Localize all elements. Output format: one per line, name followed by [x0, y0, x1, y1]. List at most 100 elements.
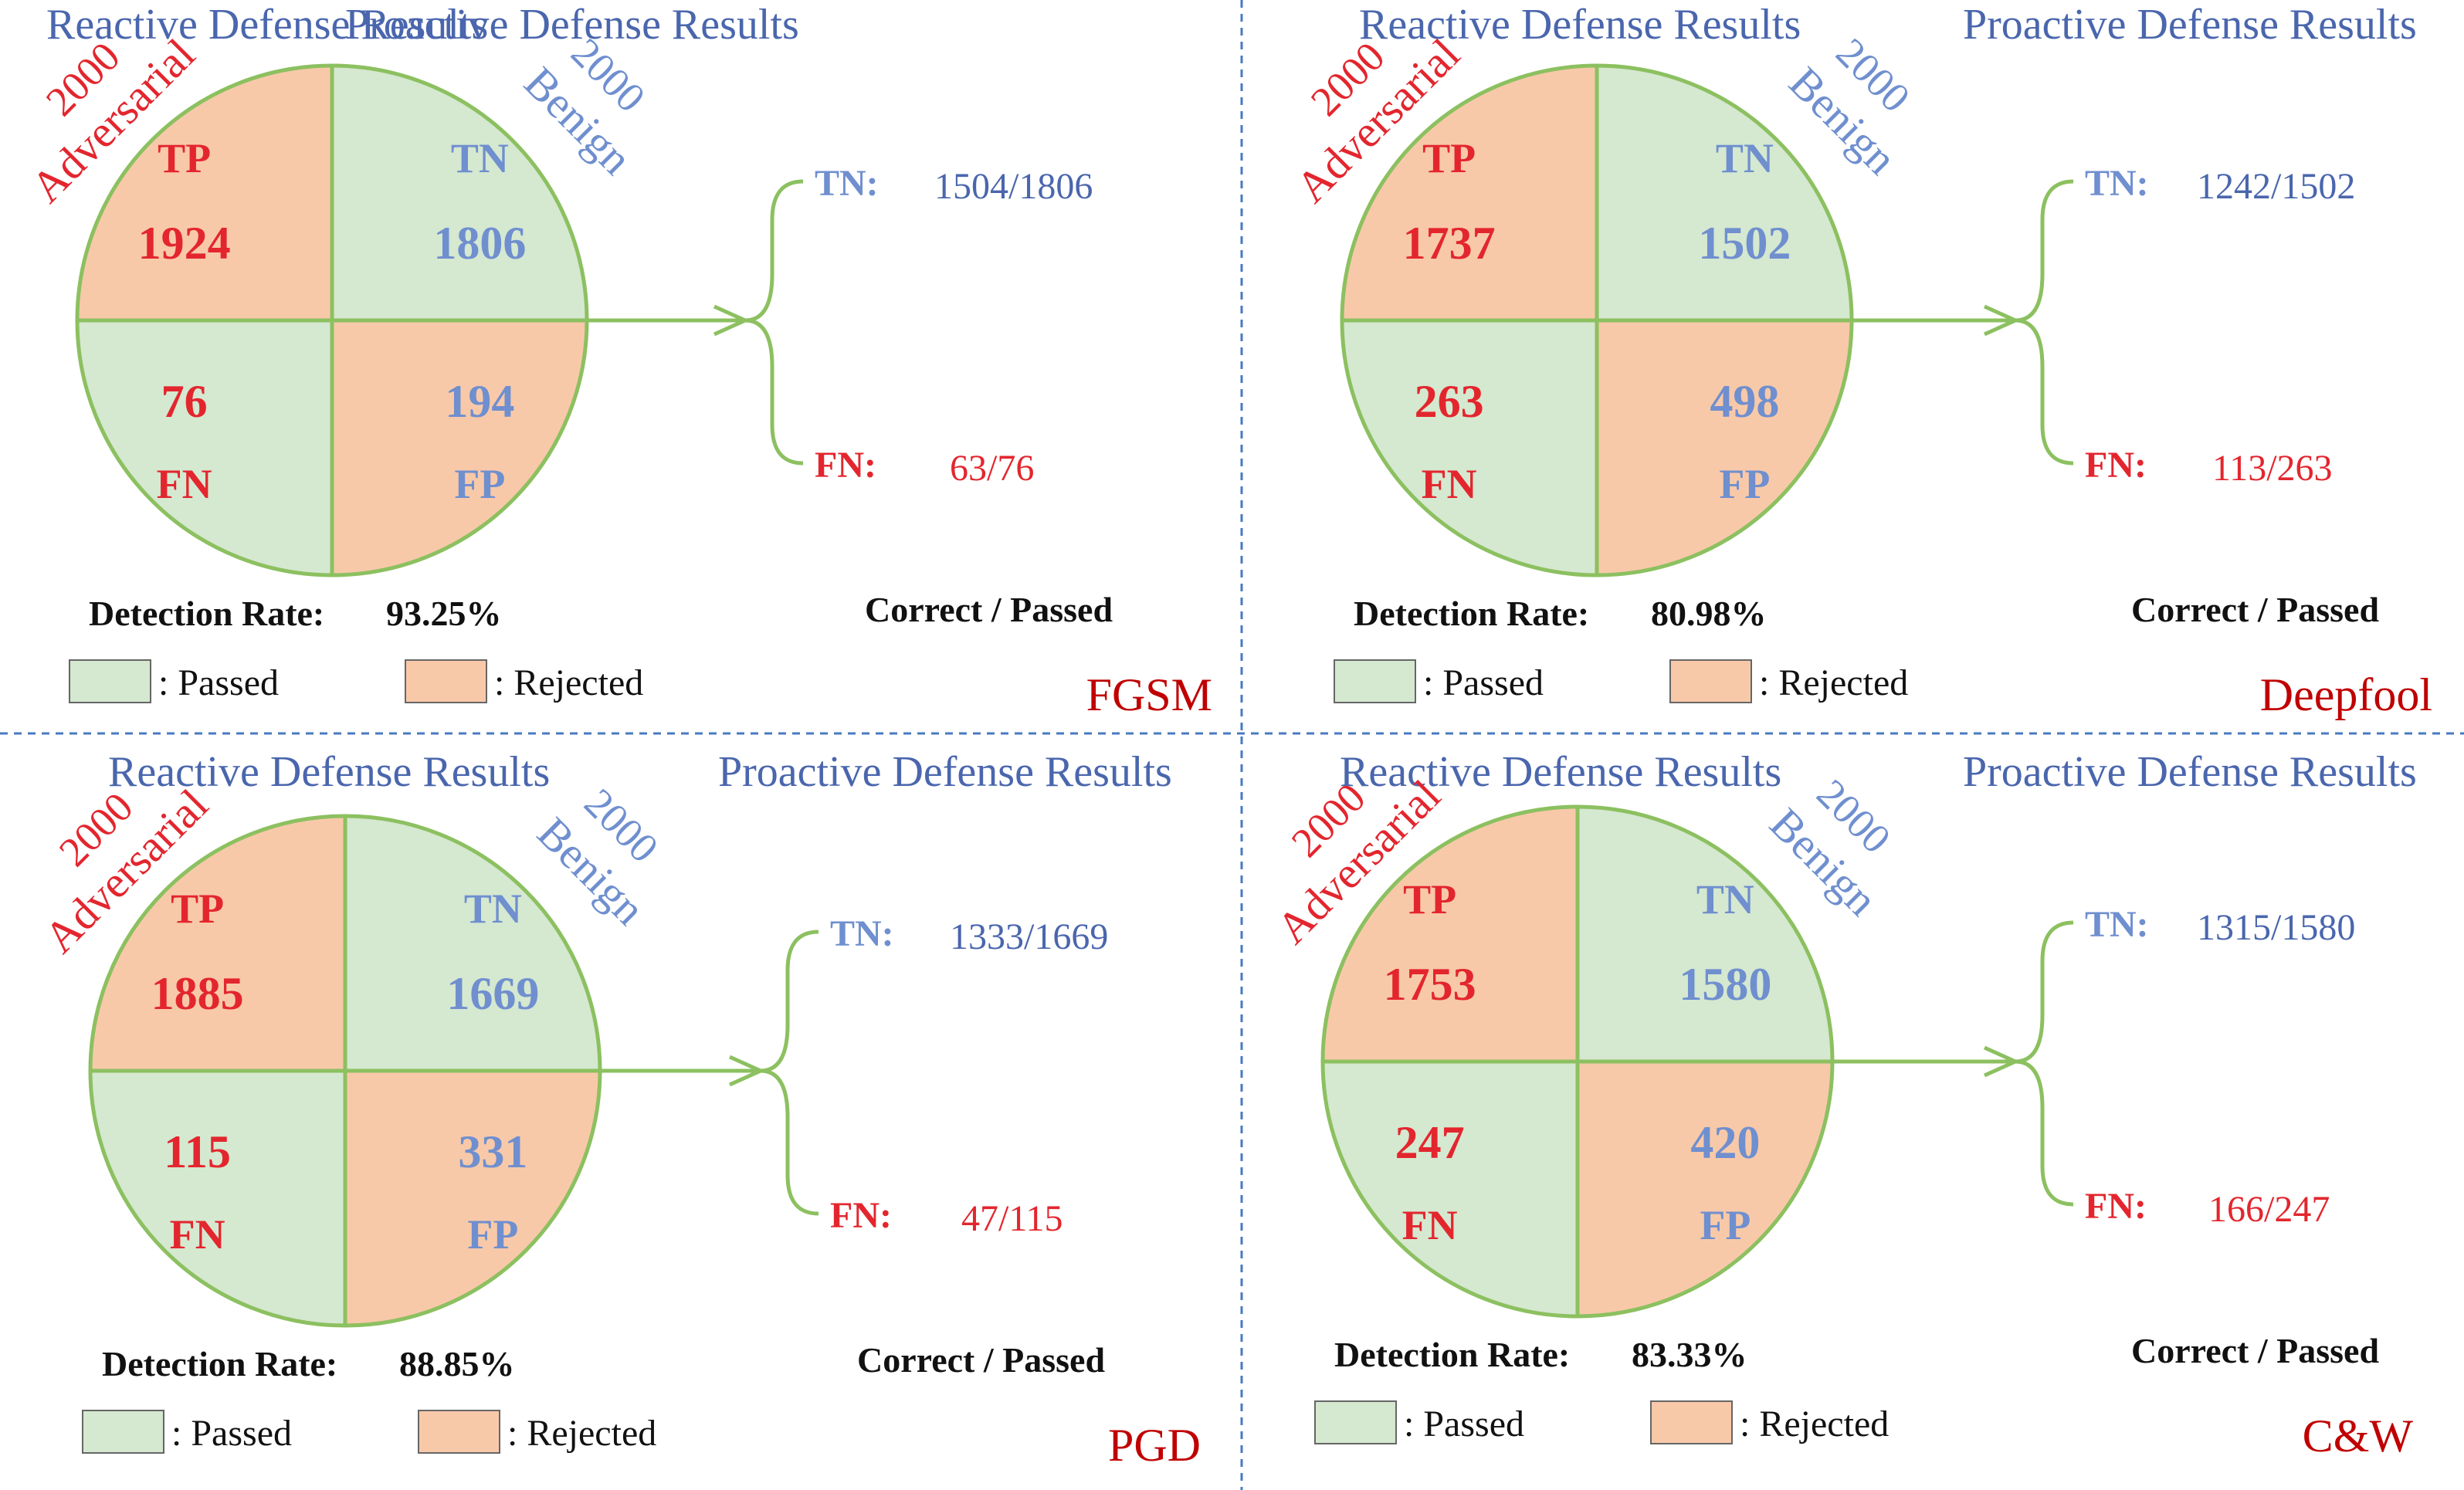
correct-passed-label: Correct / Passed	[2131, 590, 2379, 629]
tp-label: TP	[1422, 135, 1476, 181]
reactive-title: Reactive Defense Results	[108, 748, 550, 796]
fp-quadrant	[1578, 1062, 1832, 1316]
panel-4: Reactive Defense Results Proactive Defens…	[1267, 748, 2417, 1461]
proactive-tn-prefix: TN:	[2085, 163, 2149, 204]
brace-upper	[2015, 920, 2074, 1064]
brace-lower	[760, 1068, 819, 1216]
detection-rate-label: Detection Rate:	[1334, 1335, 1570, 1374]
passed-swatch	[82, 1410, 164, 1454]
proactive-tn-prefix: TN:	[830, 913, 894, 954]
tn-value: 1669	[446, 968, 539, 1019]
correct-passed-label: Correct / Passed	[857, 1340, 1105, 1380]
reactive-title: Reactive Defense Results	[1340, 748, 1781, 796]
passed-swatch	[1334, 659, 1416, 703]
rejected-legend-label: : Rejected	[507, 1413, 656, 1454]
correct-passed-label: Correct / Passed	[2131, 1331, 2379, 1370]
fn-value: 76	[161, 376, 208, 427]
brace-lower	[2015, 318, 2074, 466]
proactive-fn-prefix: FN:	[830, 1195, 892, 1236]
attack-name: PGD	[1108, 1420, 1201, 1471]
tp-quadrant	[1342, 66, 1597, 320]
proactive-fn-prefix: FN:	[2085, 1186, 2147, 1227]
tp-quadrant	[90, 816, 345, 1071]
detection-rate-label: Detection Rate:	[102, 1344, 337, 1383]
tn-value: 1580	[1679, 959, 1771, 1010]
panel-2: Reactive Defense Results Proactive Defens…	[1286, 1, 2432, 720]
passed-swatch	[69, 659, 151, 703]
tp-label: TP	[1403, 876, 1456, 923]
reactive-title: Reactive Defense Results	[46, 1, 488, 49]
tp-value: 1737	[1403, 218, 1496, 269]
proactive-tn-value: 1242/1502	[2197, 166, 2355, 207]
proactive-title: Proactive Defense Results	[345, 1, 799, 49]
fn-quadrant	[1323, 1062, 1578, 1316]
tp-quadrant	[77, 66, 332, 320]
proactive-tn-value: 1315/1580	[2197, 907, 2355, 948]
tp-value: 1924	[138, 218, 231, 269]
attack-name: C&W	[2303, 1410, 2414, 1461]
tp-label: TP	[171, 886, 224, 932]
proactive-tn-prefix: TN:	[2085, 904, 2149, 945]
fp-quadrant	[332, 320, 587, 575]
passed-swatch	[1314, 1400, 1397, 1444]
rejected-swatch	[1650, 1400, 1733, 1444]
tn-label: TN	[1716, 135, 1774, 181]
proactive-tn-value: 1333/1669	[950, 916, 1108, 957]
proactive-fn-value: 113/263	[2212, 448, 2333, 489]
fn-value: 263	[1415, 376, 1484, 427]
fn-quadrant	[90, 1071, 345, 1326]
rejected-swatch	[405, 659, 487, 703]
detection-rate-label: Detection Rate:	[89, 594, 324, 633]
reactive-title: Reactive Defense Results	[1359, 1, 1801, 49]
fn-label: FN	[157, 461, 212, 507]
tp-label: TP	[158, 135, 211, 181]
detection-rate-value: 88.85%	[399, 1344, 515, 1383]
proactive-fn-value: 63/76	[950, 448, 1034, 489]
rejected-swatch	[1669, 659, 1752, 703]
fp-value: 194	[445, 376, 514, 427]
fp-quadrant	[1597, 320, 1852, 575]
correct-passed-label: Correct / Passed	[865, 590, 1113, 629]
fn-label: FN	[1402, 1202, 1458, 1248]
tn-value: 1502	[1698, 218, 1791, 269]
proactive-title: Proactive Defense Results	[1963, 748, 2417, 796]
rejected-legend-label: : Rejected	[1759, 662, 1908, 703]
brace-upper	[2015, 179, 2074, 323]
rejected-swatch	[418, 1410, 500, 1454]
rejected-legend-label: : Rejected	[1740, 1404, 1889, 1444]
tp-value: 1885	[151, 968, 244, 1019]
attack-name: Deepfool	[2260, 669, 2432, 720]
fp-label: FP	[454, 461, 505, 507]
brace-upper	[744, 179, 804, 323]
passed-legend-label: : Passed	[1423, 662, 1544, 703]
tn-label: TN	[451, 135, 509, 181]
brace-lower	[744, 318, 804, 466]
tn-label: TN	[1696, 876, 1754, 923]
proactive-fn-prefix: FN:	[2085, 445, 2147, 486]
attack-name: FGSM	[1086, 669, 1212, 720]
detection-rate-label: Detection Rate:	[1354, 594, 1589, 633]
passed-legend-label: : Passed	[158, 662, 279, 703]
fn-value: 247	[1395, 1117, 1465, 1168]
proactive-title: Proactive Defense Results	[718, 748, 1172, 796]
fp-quadrant	[345, 1071, 600, 1326]
detection-rate-value: 83.33%	[1632, 1335, 1747, 1374]
fn-value: 115	[164, 1126, 231, 1177]
proactive-fn-value: 166/247	[2208, 1189, 2330, 1230]
fp-value: 420	[1690, 1117, 1760, 1168]
fn-quadrant	[1342, 320, 1597, 575]
fp-label: FP	[1700, 1202, 1751, 1248]
rejected-legend-label: : Rejected	[494, 662, 643, 703]
tn-quadrant	[1578, 807, 1832, 1062]
fp-value: 331	[458, 1126, 527, 1177]
tn-label: TN	[464, 886, 522, 932]
passed-legend-label: : Passed	[171, 1413, 292, 1454]
tn-value: 1806	[433, 218, 526, 269]
panel-3: Reactive Defense Results Proactive Defens…	[35, 748, 1201, 1471]
proactive-title: Proactive Defense Results	[1963, 1, 2417, 49]
fn-label: FN	[170, 1211, 225, 1258]
detection-rate-value: 93.25%	[386, 594, 502, 633]
proactive-tn-value: 1504/1806	[934, 166, 1093, 207]
